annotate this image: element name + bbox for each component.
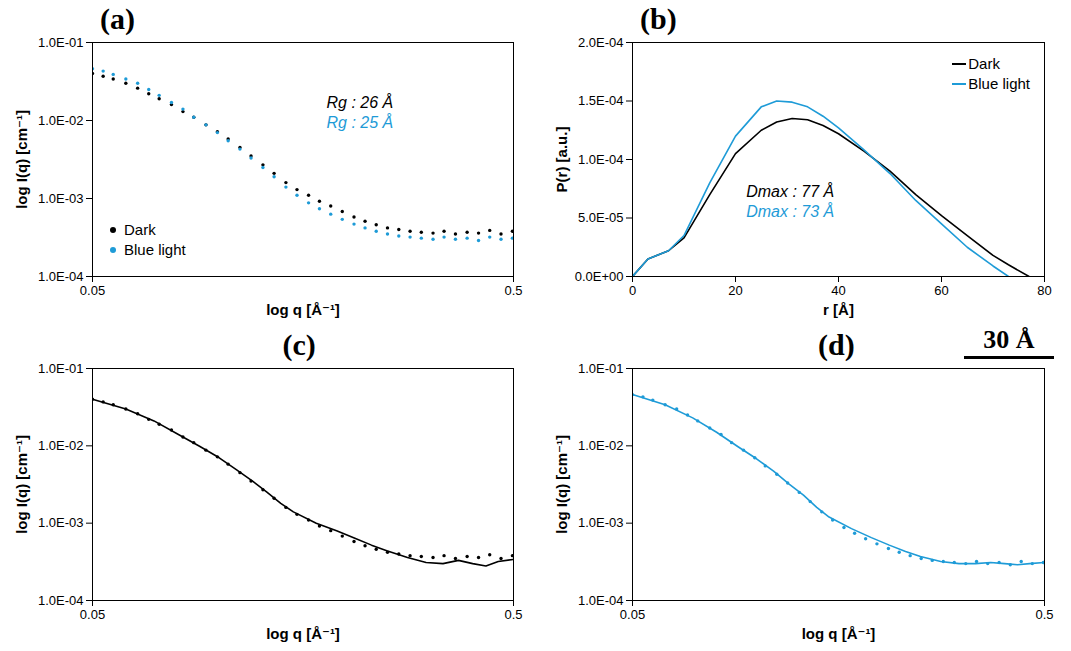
- svg-text:0.05: 0.05: [80, 283, 105, 298]
- html-text:Dark: Dark: [124, 221, 156, 238]
- html-text:(c): (c): [282, 328, 316, 361]
- svg-text:r [Å]: r [Å]: [823, 301, 854, 318]
- svg-text:1.0E-03: 1.0E-03: [38, 515, 84, 530]
- svg-text:1.0E-04: 1.0E-04: [38, 593, 84, 608]
- svg-text:1.0E-01: 1.0E-01: [38, 35, 84, 50]
- svg-text:5.0E-05: 5.0E-05: [578, 210, 624, 225]
- svg-text:1.0E-02: 1.0E-02: [38, 438, 84, 453]
- svg-text:1.0E-03: 1.0E-03: [38, 191, 84, 206]
- svg-text:0: 0: [629, 283, 636, 298]
- svg-text:P(r) [a.u.]: P(r) [a.u.]: [553, 127, 570, 193]
- svg-text:1.0E-04: 1.0E-04: [578, 593, 624, 608]
- svg-text:20: 20: [728, 283, 742, 298]
- html-text:Rg : 25 Å: Rg : 25 Å: [326, 114, 394, 132]
- html-text:Blue light: Blue light: [968, 75, 1030, 92]
- svg-text:40: 40: [831, 283, 845, 298]
- svg-text:1.0E-02: 1.0E-02: [38, 113, 84, 128]
- html-text:Dark: Dark: [968, 55, 1000, 72]
- svg-text:log q [Å⁻¹]: log q [Å⁻¹]: [266, 625, 340, 642]
- svg-text:0.5: 0.5: [504, 283, 522, 298]
- html-text:Dmax : 73 Å: Dmax : 73 Å: [746, 203, 835, 221]
- html-text:Blue light: Blue light: [124, 241, 186, 258]
- svg-text:1.0E-03: 1.0E-03: [578, 515, 624, 530]
- html-text:Dmax : 77 Å: Dmax : 77 Å: [746, 183, 835, 201]
- html-text:(a): (a): [100, 2, 135, 35]
- svg-text:0.05: 0.05: [620, 607, 645, 622]
- svg-text:0.5: 0.5: [504, 607, 522, 622]
- svg-text:1.0E-01: 1.0E-01: [578, 361, 624, 376]
- svg-text:log q [Å⁻¹]: log q [Å⁻¹]: [266, 301, 340, 318]
- svg-text:2.0E-04: 2.0E-04: [578, 35, 624, 50]
- svg-text:0.05: 0.05: [80, 607, 105, 622]
- svg-text:1.0E-04: 1.0E-04: [38, 269, 84, 284]
- svg-text:60: 60: [934, 283, 948, 298]
- html-text:Rg : 26 Å: Rg : 26 Å: [326, 94, 394, 112]
- svg-text:log I(q) [cm⁻¹]: log I(q) [cm⁻¹]: [13, 110, 30, 209]
- svg-text:0.5: 0.5: [1035, 607, 1053, 622]
- svg-text:log q [Å⁻¹]: log q [Å⁻¹]: [802, 625, 876, 642]
- html-text:(d): (d): [818, 328, 855, 361]
- svg-text:log I(q) [cm⁻¹]: log I(q) [cm⁻¹]: [553, 435, 570, 534]
- svg-text:1.0E-01: 1.0E-01: [38, 361, 84, 376]
- svg-text:1.0E-04: 1.0E-04: [578, 152, 624, 167]
- svg-text:1.0E-02: 1.0E-02: [578, 438, 624, 453]
- html-text:(b): (b): [640, 2, 677, 35]
- svg-text:1.5E-04: 1.5E-04: [578, 93, 624, 108]
- svg-text:log I(q) [cm⁻¹]: log I(q) [cm⁻¹]: [13, 435, 30, 534]
- html-text:30 Å: 30 Å: [983, 325, 1035, 354]
- svg-text:0.0E+00: 0.0E+00: [575, 269, 624, 284]
- svg-text:80: 80: [1037, 283, 1051, 298]
